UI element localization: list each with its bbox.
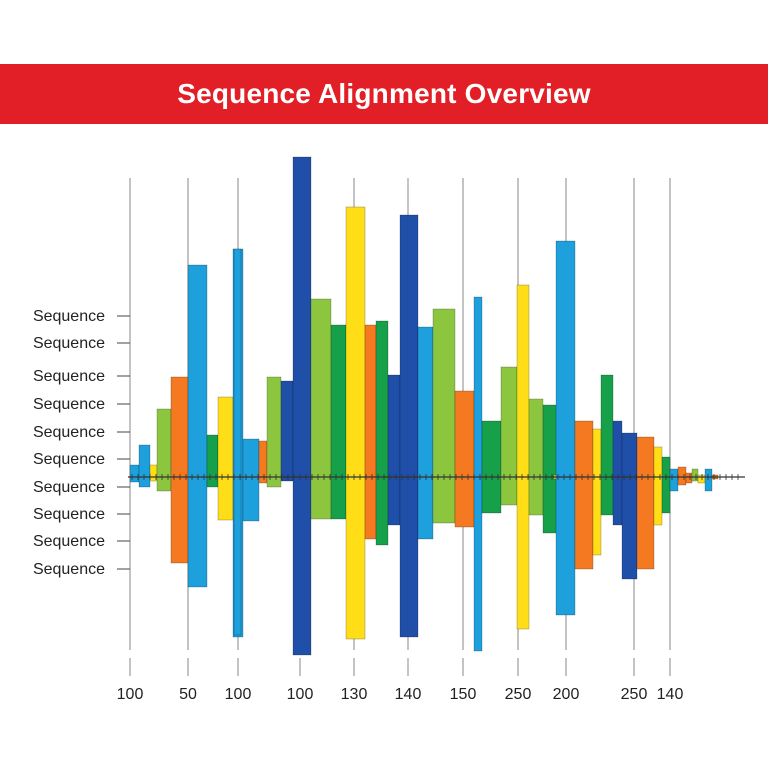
bar-21 (417, 326, 434, 540)
x-label-2: 100 (225, 686, 252, 703)
y-label-1: Sequence (33, 335, 105, 352)
x-label-8: 200 (553, 686, 580, 703)
y-axis-labels: Sequence Sequence Sequence Sequence Sequence… (33, 308, 130, 578)
bar-19 (387, 374, 401, 526)
bar-17 (364, 324, 377, 540)
bar-25 (481, 420, 502, 514)
x-label-3: 100 (287, 686, 314, 703)
bar-28 (528, 398, 544, 516)
y-label-6: Sequence (33, 479, 105, 496)
bar-42 (685, 472, 693, 484)
bar-34 (600, 374, 614, 516)
x-label-9: 250 (621, 686, 648, 703)
bar-36 (621, 432, 638, 580)
bar-44 (697, 474, 706, 484)
bar-41 (677, 466, 687, 486)
bar-27 (516, 284, 530, 630)
y-label-3: Sequence (33, 396, 105, 413)
bar-40 (669, 468, 679, 492)
bar-39 (661, 456, 671, 514)
bar-4 (170, 376, 189, 564)
bar-38 (653, 446, 663, 526)
bar-45 (704, 468, 713, 492)
bar-9 (242, 438, 260, 522)
x-label-5: 140 (395, 686, 422, 703)
y-label-7: Sequence (33, 506, 105, 523)
x-axis-labels: 100 50 100 100 130 140 150 250 200 250 140 (117, 686, 684, 703)
bar-24 (473, 296, 483, 652)
bar-5 (187, 264, 208, 588)
bar-12 (280, 380, 294, 482)
x-label-6: 150 (450, 686, 477, 703)
bar-7 (217, 396, 234, 521)
bar-43 (691, 468, 699, 482)
bar-23 (454, 390, 475, 528)
bar-33 (592, 428, 602, 556)
x-label-0: 100 (117, 686, 144, 703)
bar-1 (138, 444, 151, 488)
bar-thin-overlay (233, 248, 242, 636)
title-banner: Sequence Alignment Overview (0, 64, 768, 124)
bar-26 (500, 366, 518, 506)
y-label-8: Sequence (33, 533, 105, 550)
bar-16 (345, 206, 366, 640)
bar-22 (432, 308, 456, 524)
bar-18 (375, 320, 389, 546)
y-label-4: Sequence (33, 424, 105, 441)
x-label-4: 130 (341, 686, 368, 703)
bar-11 (266, 376, 282, 488)
y-label-9: Sequence (33, 561, 105, 578)
x-label-10: 140 (657, 686, 684, 703)
x-label-1: 50 (179, 686, 197, 703)
bar-group (129, 156, 719, 656)
bar-35 (612, 420, 623, 526)
chart-title: Sequence Alignment Overview (177, 78, 591, 109)
bar-3 (156, 408, 172, 492)
bar-14 (310, 298, 332, 520)
y-label-5: Sequence (33, 451, 105, 468)
bar-29 (542, 404, 558, 534)
bar-31 (555, 240, 576, 616)
bar-15 (330, 324, 347, 520)
bar-13 (292, 156, 312, 656)
y-label-2: Sequence (33, 368, 105, 385)
x-label-7: 250 (505, 686, 532, 703)
baseline-axis (128, 474, 745, 480)
bar-37 (636, 436, 655, 570)
bar-32 (574, 420, 594, 570)
bar-20 (399, 214, 419, 638)
y-label-0: Sequence (33, 308, 105, 325)
